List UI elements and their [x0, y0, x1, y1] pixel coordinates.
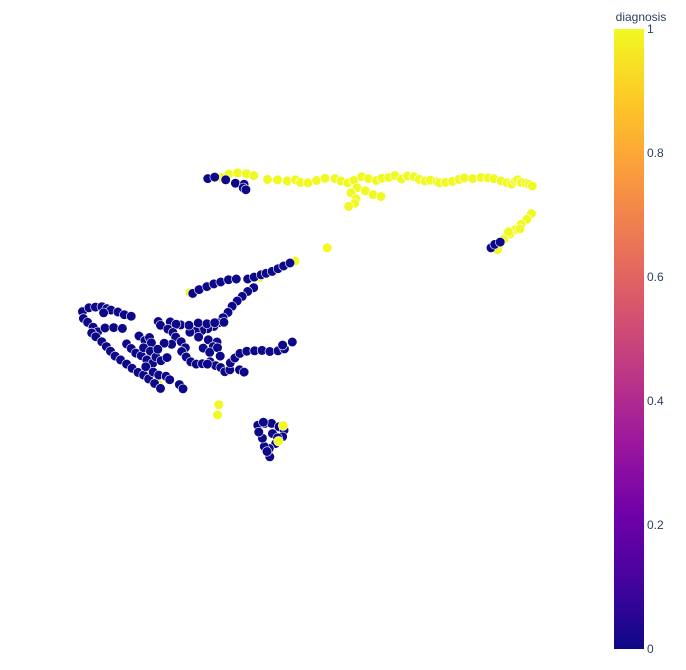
colorbar-tick-label: 0.6: [647, 270, 664, 284]
data-point: [177, 383, 189, 394]
data-point: [117, 323, 128, 334]
data-point: [248, 170, 259, 181]
data-point: [202, 359, 213, 370]
data-point: [253, 427, 264, 438]
data-point: [284, 257, 296, 269]
colorbar-tick-label: 0: [647, 642, 654, 656]
colorbar-tick-label: 0.2: [647, 518, 664, 532]
data-point: [261, 446, 273, 457]
data-point: [213, 399, 224, 410]
data-point: [319, 173, 331, 184]
data-point: [126, 311, 137, 322]
data-point: [209, 172, 220, 183]
colorbar: diagnosis 0 0.2 0.4 0.6 0.8 1: [614, 10, 666, 656]
data-point: [239, 367, 250, 378]
data-point: [262, 174, 273, 185]
data-point: [98, 307, 109, 318]
data-point: [514, 223, 526, 234]
data-point: [159, 338, 170, 349]
data-point: [108, 322, 119, 333]
data-point: [140, 361, 151, 372]
data-point: [215, 351, 226, 362]
data-point: [302, 177, 314, 188]
data-point: [193, 332, 204, 343]
data-point: [209, 317, 220, 328]
data-point: [218, 317, 229, 328]
data-point: [258, 417, 269, 428]
data-point: [527, 180, 538, 191]
data-point: [503, 226, 514, 237]
data-point: [343, 201, 354, 212]
data-point: [232, 167, 243, 178]
data-point: [240, 184, 251, 195]
data-point: [495, 237, 506, 248]
data-point: [278, 420, 289, 431]
data-point: [152, 344, 163, 355]
data-point: [375, 191, 387, 202]
data-point: [272, 174, 283, 185]
plot-points: [77, 167, 538, 462]
data-point: [164, 374, 175, 385]
data-point: [161, 352, 173, 363]
colorbar-tick-label: 1: [647, 22, 654, 36]
data-point: [155, 383, 166, 394]
colorbar-title: diagnosis: [616, 10, 667, 24]
data-point: [287, 336, 298, 348]
data-point: [183, 320, 195, 331]
data-point: [231, 273, 242, 285]
data-point: [193, 317, 204, 329]
data-point: [322, 242, 333, 253]
colorbar-tick-label: 0.8: [647, 146, 664, 160]
colorbar-ticks: 0 0.2 0.4 0.6 0.8 1: [647, 22, 664, 656]
colorbar-tick-label: 0.4: [647, 394, 664, 408]
data-point: [220, 174, 231, 185]
colorbar-gradient: [614, 29, 644, 649]
data-point: [99, 322, 111, 334]
data-point: [277, 340, 288, 351]
data-point: [273, 436, 284, 447]
data-point: [212, 409, 223, 421]
